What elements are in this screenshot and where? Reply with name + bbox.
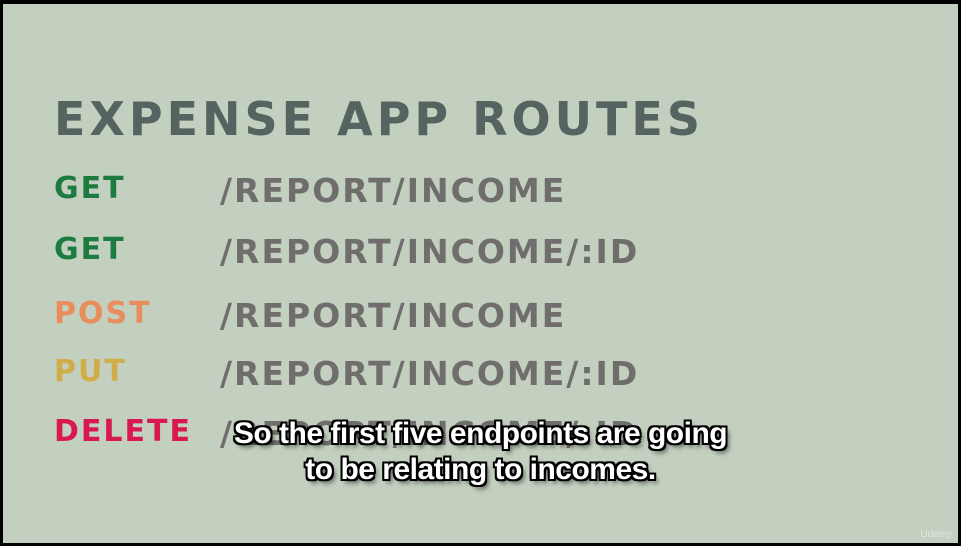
- route-method: GET: [54, 171, 126, 206]
- route-method: PUT: [54, 354, 127, 389]
- udemy-watermark: Udemy: [920, 529, 952, 540]
- slide-title: EXPENSE APP ROUTES: [54, 92, 704, 146]
- route-path: /REPORT/INCOME/:ID: [220, 354, 640, 393]
- route-method: GET: [54, 232, 126, 267]
- video-frame: EXPENSE APP ROUTES GET /REPORT/INCOME GE…: [3, 4, 958, 543]
- route-method: POST: [54, 296, 152, 331]
- route-path: /REPORT/INCOME: [220, 171, 567, 210]
- caption-line: to be relating to incomes.: [305, 453, 656, 486]
- route-path: /REPORT/INCOME/:ID: [220, 232, 640, 271]
- route-path: /REPORT/INCOME: [220, 296, 567, 335]
- route-method: DELETE: [54, 414, 192, 449]
- caption-subtitle: So the first five endpoints are going to…: [3, 416, 958, 488]
- caption-line: So the first five endpoints are going: [233, 417, 728, 450]
- route-path: /REPORT/INCOME/:ID: [220, 414, 640, 453]
